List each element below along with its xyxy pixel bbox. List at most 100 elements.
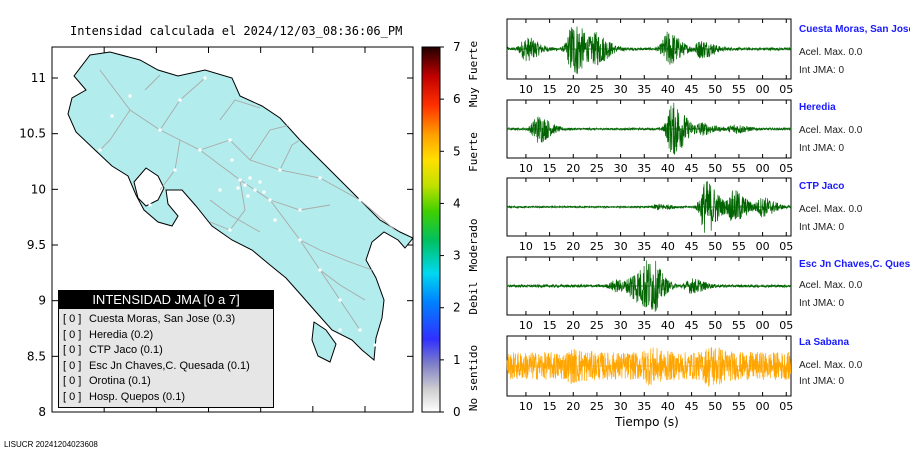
waveform-trace	[506, 260, 792, 312]
station-accel-0: Acel. Max. 0.0	[799, 47, 863, 58]
legend-level: [ 0 ]	[63, 328, 82, 341]
time-tick-label: 05	[779, 319, 793, 332]
station-name-4: La Sabana	[799, 337, 850, 348]
waveform-panel-0: 10 15 20 25 30 35 40 45 50 55 00 05	[506, 18, 793, 96]
colorbar-category-label: Debil	[467, 281, 480, 314]
waveform-panel-2: 10 15 20 25 30 35 40 45 50 55 00 05	[506, 177, 793, 253]
time-tick-label: 40	[661, 83, 675, 96]
legend-row: [ 0 ] Cuesta Moras, San Jose (0.3)	[59, 312, 273, 328]
lon-tick-label: -84	[251, 418, 271, 420]
town-marker	[248, 176, 252, 180]
legend-title: INTENSIDAD JMA [0 a 7]	[59, 291, 273, 309]
time-tick-label: 15	[543, 162, 557, 175]
waveform-panel-3: 10 15 20 25 30 35 40 45 50 55 00 05	[506, 256, 793, 332]
time-tick-label: 15	[543, 240, 557, 253]
town-marker	[110, 114, 114, 118]
colorbar-tick-label: 0	[453, 405, 461, 419]
time-tick-label: 25	[590, 240, 604, 253]
time-tick-label: 45	[685, 240, 699, 253]
time-tick-label: 50	[708, 83, 722, 96]
time-tick-label: 25	[590, 400, 604, 413]
town-marker	[230, 158, 234, 162]
time-tick-label: 20	[566, 319, 580, 332]
time-tick-label: 10	[519, 319, 533, 332]
town-marker	[173, 168, 177, 172]
town-marker	[228, 228, 232, 232]
colorbar-tick-label: 7	[453, 40, 461, 54]
road-line	[209, 199, 261, 233]
town-marker	[148, 203, 152, 207]
time-tick-label: 50	[708, 400, 722, 413]
colorbar-tick-label: 5	[453, 144, 461, 158]
road-line	[279, 139, 301, 171]
town-marker	[238, 178, 242, 182]
town-marker	[273, 218, 277, 222]
time-tick-label: 25	[590, 319, 604, 332]
legend-row: [ 0 ] Hosp. Quepos (0.1)	[59, 390, 273, 406]
town-marker	[243, 183, 247, 187]
legend-level: [ 0 ]	[63, 313, 82, 325]
road-line	[319, 269, 366, 301]
time-tick-label: 30	[614, 319, 628, 332]
station-int-4: Int JMA: 0	[799, 376, 845, 387]
time-tick-label: 05	[779, 400, 793, 413]
time-tick-label: 10	[519, 400, 533, 413]
colorbar-ticks: 7 6 5 4 3 2 1 0	[440, 40, 461, 419]
time-tick-label: 30	[614, 400, 628, 413]
waveform-frame	[506, 177, 792, 237]
lon-tick-label: -83.5	[297, 418, 328, 420]
colorbar-tick-label: 2	[453, 301, 461, 315]
time-tick-label: 30	[614, 240, 628, 253]
town-marker	[268, 198, 272, 202]
time-tick-label: 20	[566, 83, 580, 96]
lat-tick-label: 10.5	[19, 127, 46, 141]
lat-tick-label: 10	[31, 182, 46, 196]
station-int-0: Int JMA: 0	[799, 65, 845, 76]
station-accel-2: Acel. Max. 0.0	[799, 204, 863, 215]
map-title: Intensidad calculada el 2024/12/03_08:36…	[70, 24, 403, 38]
colorbar-tick-label: 6	[453, 92, 461, 106]
time-tick-label: 50	[708, 240, 722, 253]
time-tick-label: 15	[543, 400, 557, 413]
colorbar-category-label: Muy Fuerte	[467, 41, 480, 107]
waveform-trace	[506, 26, 792, 74]
time-tick-label: 00	[756, 400, 770, 413]
time-tick-label: 35	[637, 240, 651, 253]
legend-text: Heredia (0.2)	[89, 328, 154, 341]
town-marker	[318, 268, 322, 272]
town-marker	[338, 328, 342, 332]
time-axis-label: Tiempo (s)	[614, 415, 679, 429]
town-marker	[236, 186, 240, 190]
legend-text: Hosp. Quepos (0.1)	[89, 390, 185, 403]
time-tick-label: 55	[732, 400, 746, 413]
time-tick-label: 05	[779, 83, 793, 96]
time-tick-label: 00	[756, 319, 770, 332]
lat-tick-label: 8.5	[27, 349, 46, 363]
time-tick-label: 30	[614, 83, 628, 96]
station-name-0: Cuesta Moras, San Jose	[799, 24, 910, 35]
time-tick-label: 55	[732, 162, 746, 175]
waveform-frame	[506, 99, 792, 159]
map-axes: -86 -85.5 -85 -84.5 -84 -83.5 -83 11 10.5 10 9.5 9 8…	[19, 47, 413, 420]
station-name-2: CTP Jaco	[799, 181, 845, 192]
town-marker	[313, 318, 317, 322]
town-marker	[98, 148, 102, 152]
time-tick-label: 35	[637, 400, 651, 413]
station-int-2: Int JMA: 0	[799, 222, 845, 233]
time-tick-label: 20	[566, 240, 580, 253]
legend-row: [ 0 ] CTP Jaco (0.1)	[59, 343, 273, 359]
station-name-3: Esc Jn Chaves,C. Quesada	[799, 259, 910, 270]
station-name-1: Heredia	[799, 102, 836, 113]
colorbar-tick-label: 4	[453, 196, 461, 210]
waveform-trace	[506, 346, 792, 387]
colorbar-tick-label: 3	[453, 249, 461, 263]
time-tick-label: 35	[637, 162, 651, 175]
town-marker	[288, 123, 292, 127]
time-tick-label: 20	[566, 162, 580, 175]
time-tick-label: 40	[661, 319, 675, 332]
colorbar-category-label: No sentido	[467, 345, 480, 411]
waveform-panel-1: 10 15 20 25 30 35 40 45 50 55 00 05	[506, 99, 793, 175]
legend-level: [ 0 ]	[63, 359, 82, 372]
time-tick-label: 45	[685, 83, 699, 96]
time-tick-label: 35	[637, 319, 651, 332]
